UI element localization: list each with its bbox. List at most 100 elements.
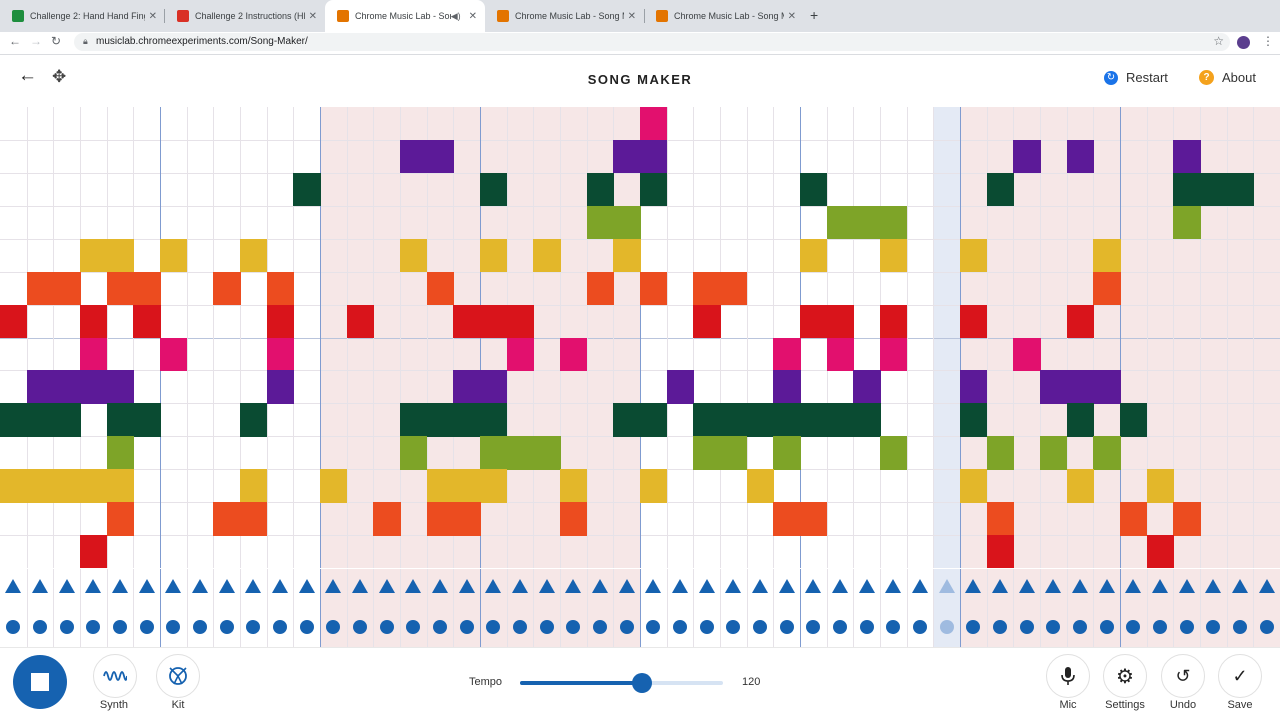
melody-note[interactable] [880,304,908,339]
melody-note[interactable] [0,469,28,503]
melody-note[interactable] [506,304,534,339]
percussion-triangle[interactable] [85,579,102,593]
melody-note[interactable] [480,238,508,273]
percussion-dot[interactable] [33,620,47,634]
melody-note[interactable] [106,403,134,437]
melody-note[interactable] [213,502,241,536]
percussion-dot[interactable] [779,620,794,634]
percussion-triangle[interactable] [1152,579,1168,593]
melody-note[interactable] [133,403,161,437]
melody-note[interactable] [1066,403,1094,437]
tab-close-icon[interactable]: ✕ [308,10,317,22]
percussion-dot[interactable] [1019,620,1034,634]
melody-note[interactable] [560,502,588,536]
percussion-triangle[interactable] [538,579,555,593]
percussion-dot[interactable] [1206,620,1221,634]
melody-note[interactable] [666,370,694,404]
melody-note[interactable] [826,337,854,372]
melody-note[interactable] [826,205,854,240]
percussion-dot[interactable] [646,620,661,634]
mic-button[interactable] [1046,654,1090,698]
percussion-dot[interactable] [859,620,874,634]
melody-note[interactable] [1013,337,1041,372]
melody-note[interactable] [826,304,854,339]
melody-note[interactable] [1093,436,1121,470]
melody-note[interactable] [266,271,294,306]
tempo-slider-handle[interactable] [631,673,652,693]
melody-note[interactable] [853,370,881,404]
synth-button[interactable] [93,654,137,698]
melody-note[interactable] [960,469,988,503]
melody-note[interactable] [26,271,54,306]
melody-note[interactable] [426,502,454,536]
melody-note[interactable] [133,304,161,339]
melody-note[interactable] [53,370,81,404]
melody-note[interactable] [640,172,668,207]
melody-note[interactable] [453,403,481,437]
browser-reload-icon[interactable]: ↻ [51,34,62,48]
browser-forward-icon[interactable]: → [30,34,42,48]
percussion-triangle[interactable] [698,579,715,593]
melody-note[interactable] [0,304,28,339]
percussion-dot[interactable] [806,620,821,634]
melody-note[interactable] [160,238,188,273]
percussion-triangle[interactable] [565,579,582,593]
melody-note[interactable] [1040,436,1068,470]
melody-note[interactable] [1120,403,1148,437]
melody-note[interactable] [80,469,108,503]
melody-note[interactable] [1173,502,1201,536]
melody-note[interactable] [880,337,908,372]
percussion-dot[interactable] [673,620,687,634]
melody-note[interactable] [1040,370,1068,404]
melody-note[interactable] [880,238,908,273]
melody-note[interactable] [506,436,534,470]
browser-tab-2[interactable]: Challenge 2 Instructions (HHF ✕ [165,0,325,32]
percussion-triangle[interactable] [272,579,288,593]
melody-note[interactable] [53,403,81,437]
percussion-triangle[interactable] [1098,579,1115,593]
percussion-dot[interactable] [379,620,394,634]
melody-note[interactable] [640,469,668,503]
melody-note[interactable] [800,304,828,339]
percussion-triangle[interactable] [1258,579,1275,593]
melody-note[interactable] [133,271,161,306]
percussion-triangle[interactable] [432,579,448,593]
percussion-triangle[interactable] [965,579,982,593]
percussion-triangle[interactable] [938,579,955,593]
melody-note[interactable] [426,469,454,503]
browser-menu-icon[interactable]: ⋮ [1262,34,1274,48]
melody-note[interactable] [240,469,268,503]
tab-close-icon[interactable]: ✕ [627,10,636,22]
melody-note[interactable] [106,469,134,503]
percussion-dot[interactable] [753,620,767,634]
percussion-triangle[interactable] [672,579,688,593]
melody-note[interactable] [106,502,134,536]
percussion-triangle[interactable] [592,579,608,593]
percussion-dot[interactable] [113,620,127,634]
browser-tab-5[interactable]: Chrome Music Lab - Song Mak ✕ [644,0,804,32]
melody-note[interactable] [240,238,268,273]
percussion-triangle[interactable] [992,579,1008,593]
melody-note[interactable] [693,436,721,470]
speaker-icon[interactable]: ◀) [450,10,461,21]
melody-note[interactable] [160,337,188,372]
percussion-dot[interactable] [193,620,207,634]
melody-note[interactable] [880,205,908,240]
melody-note[interactable] [613,403,641,437]
percussion-dot[interactable] [139,620,154,634]
percussion-triangle[interactable] [1205,579,1222,593]
percussion-dot[interactable] [726,620,741,634]
melody-note[interactable] [773,337,801,372]
percussion-triangle[interactable] [778,579,795,593]
melody-note[interactable] [853,403,881,437]
percussion-dot[interactable] [1179,620,1194,634]
percussion-grid[interactable] [0,569,1280,647]
melody-note[interactable] [1146,469,1174,503]
melody-note[interactable] [80,535,108,568]
percussion-triangle[interactable] [112,579,128,593]
melody-note[interactable] [960,304,988,339]
melody-note[interactable] [640,271,668,306]
melody-note[interactable] [560,337,588,372]
melody-note[interactable] [480,403,508,437]
melody-note[interactable] [53,469,81,503]
